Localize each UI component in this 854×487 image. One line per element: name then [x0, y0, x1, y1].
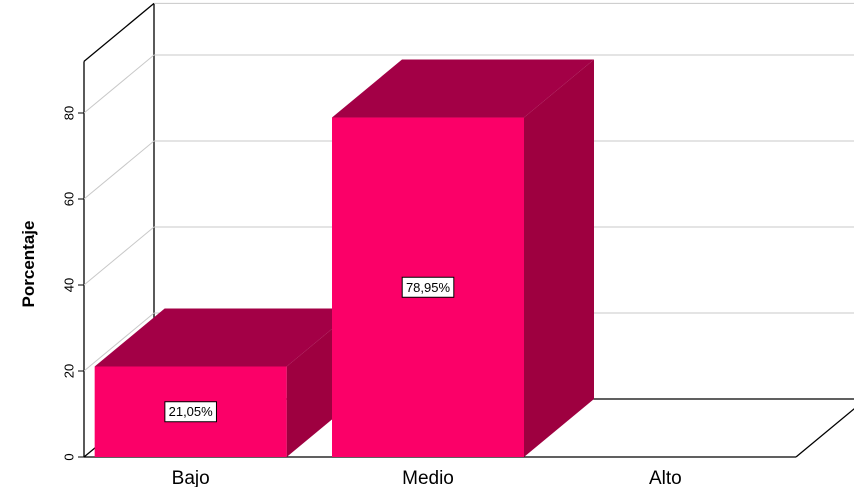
- data-label: 21,05%: [169, 404, 214, 419]
- y-axis-ticks: 0 20 40 60 80: [61, 106, 84, 461]
- bar-top-face: [94, 308, 357, 367]
- bar-top-face: [332, 59, 594, 118]
- data-labels: 21,05% 78,95%: [164, 276, 455, 423]
- y-tick-label: 80: [61, 106, 76, 120]
- y-tick-label: 60: [61, 192, 76, 206]
- data-label: 78,95%: [406, 280, 451, 295]
- category-label: Bajo: [172, 468, 210, 487]
- gridline-side: [83, 312, 155, 372]
- bars: [94, 59, 594, 457]
- y-axis-label: Porcentaje: [19, 221, 38, 308]
- y-tick-label: 20: [61, 364, 76, 378]
- y-tick-label: 40: [61, 278, 76, 292]
- gridline-side: [83, 226, 155, 286]
- category-label: Alto: [649, 468, 682, 487]
- data-label-box: [164, 401, 217, 423]
- category-label: Medio: [402, 468, 454, 487]
- x-axis-categories: Bajo Medio Alto: [172, 468, 682, 487]
- gridline-side: [83, 54, 155, 114]
- bar-side-face: [524, 59, 594, 457]
- floor-right-edge: [795, 408, 854, 458]
- gridline-side: [83, 140, 155, 200]
- data-label-box: [401, 276, 455, 298]
- y-tick-label: 0: [61, 453, 76, 460]
- top-left-edge: [83, 2, 155, 62]
